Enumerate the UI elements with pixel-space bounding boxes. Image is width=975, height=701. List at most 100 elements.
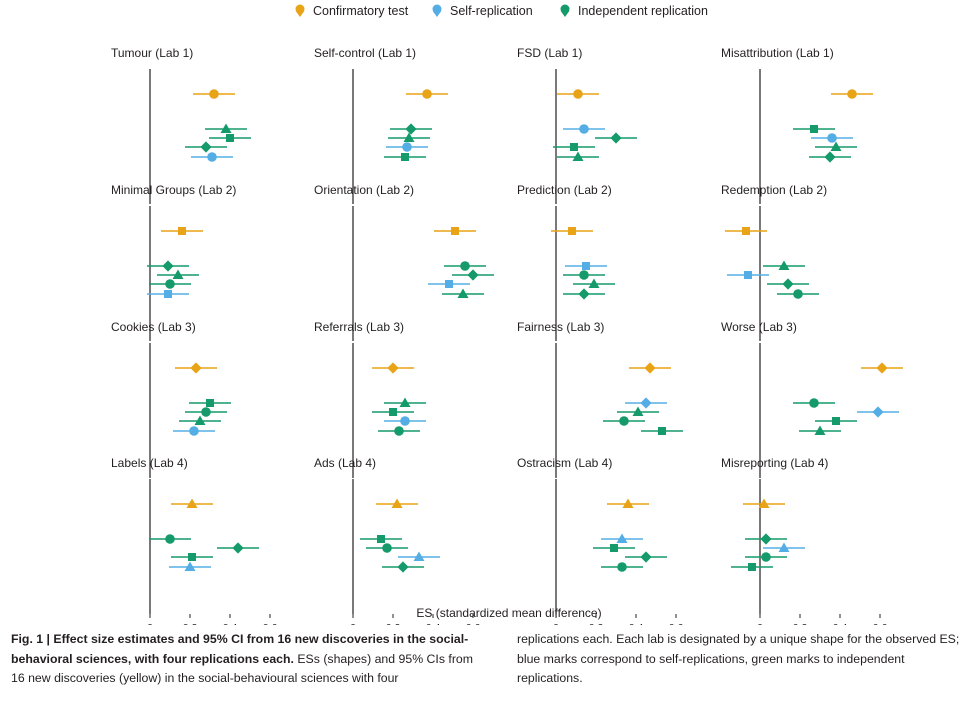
panel-title: Orientation (Lab 2)	[314, 183, 414, 197]
x-tick-label: 0	[553, 622, 559, 625]
es-marker-independent	[617, 562, 627, 572]
panel: Orientation (Lab 2)	[314, 183, 494, 341]
es-marker-confirmatory	[573, 89, 583, 99]
es-marker-independent	[610, 132, 622, 144]
legend-marker-pin	[560, 11, 570, 17]
es-marker-independent	[220, 123, 232, 133]
es-marker-independent	[460, 261, 470, 271]
panel-title: Tumour (Lab 1)	[111, 46, 193, 60]
es-marker-independent	[194, 415, 206, 425]
es-marker-independent	[401, 153, 409, 161]
es-marker-self	[582, 262, 590, 270]
x-tick-label: 0.6	[873, 622, 888, 625]
es-marker-independent	[748, 563, 756, 571]
es-marker-confirmatory	[451, 227, 459, 235]
es-marker-independent	[403, 132, 415, 142]
es-marker-independent	[389, 408, 397, 416]
es-marker-independent	[405, 123, 417, 135]
x-tick-label: 0.6	[669, 622, 684, 625]
legend-marker-pin	[432, 11, 442, 17]
panel-title: Labels (Lab 4)	[111, 456, 188, 470]
panel-title: Prediction (Lab 2)	[517, 183, 612, 197]
es-marker-self	[872, 406, 884, 418]
es-marker-independent	[579, 270, 589, 280]
es-marker-independent	[640, 551, 652, 563]
panel: Tumour (Lab 1)	[111, 46, 251, 204]
es-marker-independent	[165, 279, 175, 289]
es-marker-independent	[760, 533, 772, 545]
es-marker-independent	[809, 398, 819, 408]
es-marker-self	[827, 133, 837, 143]
es-marker-confirmatory	[568, 227, 576, 235]
x-tick-label: 0	[147, 622, 153, 625]
panel: Labels (Lab 4) 0 0.2 0.4 0.6	[111, 456, 277, 625]
panel-title: Ostracism (Lab 4)	[517, 456, 612, 470]
es-marker-independent	[578, 288, 590, 300]
caption-label: Fig. 1 | Effect size estimates and 95% C…	[11, 632, 469, 666]
es-marker-independent	[832, 417, 840, 425]
es-marker-self	[744, 271, 752, 279]
es-marker-independent	[399, 397, 411, 407]
es-marker-self	[640, 397, 652, 409]
panel-title: Redemption (Lab 2)	[721, 183, 827, 197]
panel-title: Ads (Lab 4)	[314, 456, 376, 470]
panel: Minimal Groups (Lab 2)	[111, 183, 236, 341]
es-marker-independent	[610, 544, 618, 552]
es-marker-confirmatory	[622, 498, 634, 508]
caption-text-left: ESs (shapes) and 95% CIs from 16 new dis…	[11, 651, 473, 686]
es-marker-independent	[467, 269, 479, 281]
panel-title: FSD (Lab 1)	[517, 46, 582, 60]
es-marker-confirmatory	[209, 89, 219, 99]
legend-item: Self-replication	[432, 4, 533, 18]
panel-title: Misattribution (Lab 1)	[721, 46, 834, 60]
x-tick-label: 0.4	[223, 622, 238, 625]
es-marker-self	[189, 426, 199, 436]
es-marker-independent	[226, 134, 234, 142]
es-marker-independent	[658, 427, 666, 435]
es-marker-confirmatory	[876, 362, 888, 374]
legend-label: Self-replication	[450, 4, 533, 18]
forest-plot-figure: Confirmatory test Self-replication Indepen…	[111, 4, 903, 625]
es-marker-confirmatory	[644, 362, 656, 374]
es-marker-independent	[206, 399, 214, 407]
panel-title: Misreporting (Lab 4)	[721, 456, 828, 470]
panel: Ads (Lab 4) 0 0.2 0.4 0.6	[314, 456, 480, 625]
x-tick-label: 0.2	[183, 622, 198, 625]
es-marker-independent	[572, 151, 584, 161]
panel: Worse (Lab 3)	[721, 320, 903, 478]
es-marker-confirmatory	[387, 362, 399, 374]
es-marker-independent	[162, 260, 174, 272]
panel: Referrals (Lab 3)	[314, 320, 426, 478]
es-marker-independent	[188, 553, 196, 561]
es-marker-independent	[377, 535, 385, 543]
es-marker-self	[579, 124, 589, 134]
panel-title: Cookies (Lab 3)	[111, 320, 196, 334]
es-marker-independent	[810, 125, 818, 133]
panel: Redemption (Lab 2)	[721, 183, 827, 341]
es-marker-independent	[457, 288, 469, 298]
es-marker-confirmatory	[742, 227, 750, 235]
es-marker-self	[616, 533, 628, 543]
es-marker-confirmatory	[847, 89, 857, 99]
caption-right: replications each. Each lab is designate…	[517, 630, 972, 689]
es-marker-independent	[588, 278, 600, 288]
x-tick-label: 0	[350, 622, 356, 625]
es-marker-independent	[165, 534, 175, 544]
caption-left: Fig. 1 | Effect size estimates and 95% C…	[11, 630, 481, 689]
es-marker-independent	[619, 416, 629, 426]
es-marker-independent	[382, 543, 392, 553]
es-marker-independent	[814, 425, 826, 435]
es-marker-confirmatory	[178, 227, 186, 235]
es-marker-self	[207, 152, 217, 162]
legend-item: Confirmatory test	[295, 4, 409, 18]
x-axis-title: ES (standardized mean difference)	[416, 606, 601, 620]
es-marker-independent	[778, 260, 790, 270]
x-tick-label: 0.4	[629, 622, 644, 625]
es-marker-self	[184, 561, 196, 571]
panel: Fairness (Lab 3)	[517, 320, 683, 478]
es-marker-independent	[570, 143, 578, 151]
es-marker-independent	[782, 278, 794, 290]
es-marker-self	[445, 280, 453, 288]
es-marker-independent	[232, 542, 244, 554]
es-marker-independent	[830, 141, 842, 151]
